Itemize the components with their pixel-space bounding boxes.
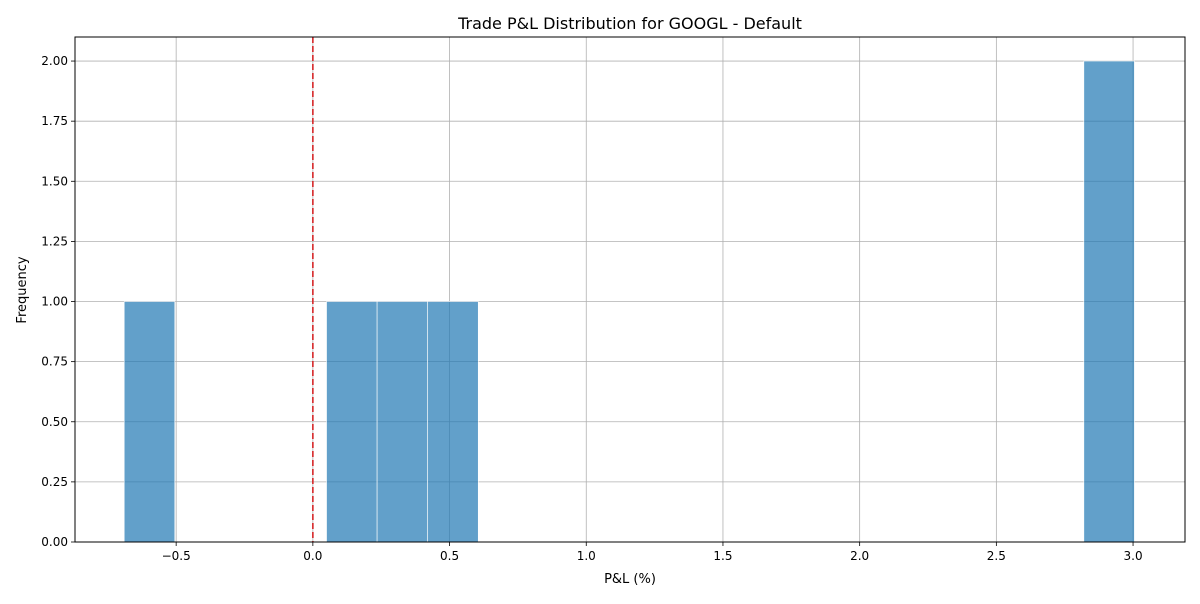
histogram-bar <box>123 301 176 543</box>
x-tick-label: 0.5 <box>440 549 459 563</box>
y-tick-label: 1.50 <box>41 174 68 188</box>
x-tick-label: 3.0 <box>1124 549 1143 563</box>
chart-title: Trade P&L Distribution for GOOGL - Defau… <box>457 14 802 33</box>
y-tick-label: 2.00 <box>41 54 68 68</box>
plot-area-frame <box>74 36 1186 543</box>
histogram-bar <box>376 301 428 543</box>
x-tick-label: 1.0 <box>577 549 596 563</box>
y-axis-label: Frequency <box>15 256 30 323</box>
histogram-bar <box>1083 60 1135 543</box>
y-tick-label: 0.75 <box>41 355 68 369</box>
y-tick-label: 0.00 <box>41 535 68 549</box>
y-tick-label: 1.00 <box>41 295 68 309</box>
x-axis-label: P&L (%) <box>604 572 656 587</box>
y-tick-label: 1.75 <box>41 114 68 128</box>
y-tick-label: 0.50 <box>41 415 68 429</box>
x-tick-label: 1.5 <box>713 549 732 563</box>
histogram-bars <box>123 60 1135 543</box>
grid <box>75 37 1185 543</box>
x-tick-label: 2.0 <box>850 549 869 563</box>
y-tick-label: 1.25 <box>41 234 68 248</box>
histogram-bar <box>326 301 378 543</box>
x-tick-label: 0.0 <box>303 549 322 563</box>
x-tick-label: −0.5 <box>162 549 191 563</box>
y-tick-label: 0.25 <box>41 475 68 489</box>
histogram-bar <box>427 301 479 543</box>
x-tick-label: 2.5 <box>987 549 1006 563</box>
x-axis-ticks: −0.5 0.0 0.5 1.0 1.5 2.0 2.5 3.0 <box>162 542 1143 563</box>
y-axis-ticks: 0.00 0.25 0.50 0.75 1.00 1.25 1.50 1.75 2.00 <box>41 54 75 549</box>
